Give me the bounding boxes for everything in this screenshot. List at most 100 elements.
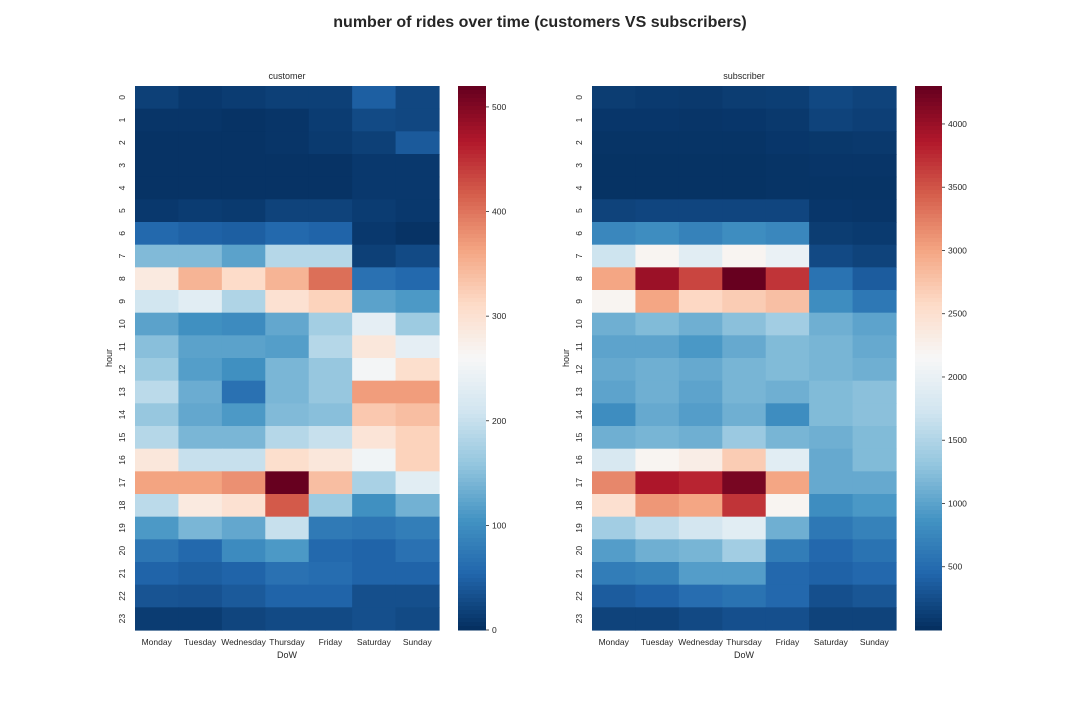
colorbar-segment [915, 522, 942, 527]
colorbar-segment [915, 394, 942, 399]
colorbar-segment [458, 110, 486, 115]
heatmap-cell [178, 539, 223, 563]
heatmap-cell [352, 539, 397, 563]
heatmap-cell [395, 358, 440, 382]
colorbar-segment [915, 318, 942, 323]
colorbar-segment [915, 402, 942, 407]
x-tick-label: Saturday [357, 637, 392, 647]
colorbar-tick-label: 300 [492, 311, 506, 321]
y-tick-label: 22 [117, 591, 127, 601]
heatmap-cell [809, 607, 854, 631]
y-tick-label: 21 [574, 568, 584, 578]
heatmap-cell [592, 312, 637, 336]
colorbar-segment [915, 494, 942, 499]
colorbar-segment [915, 610, 942, 615]
heatmap-cell [852, 244, 897, 268]
colorbar-segment [915, 414, 942, 419]
heatmap-cell [592, 607, 637, 631]
colorbar-segment [915, 458, 942, 463]
colorbar-tick-label: 4000 [948, 119, 967, 129]
colorbar-segment [458, 366, 486, 371]
heatmap-cell [308, 539, 353, 563]
colorbar-segment [458, 414, 486, 419]
heatmap-cell [592, 267, 637, 291]
heatmap-cell [308, 448, 353, 472]
heatmap-cell [308, 312, 353, 336]
colorbar-segment [915, 438, 942, 443]
heatmap-cell [178, 516, 223, 540]
colorbar-segment [458, 306, 486, 311]
colorbar-segment [915, 382, 942, 387]
heatmap-cell [852, 403, 897, 427]
colorbar-segment [458, 242, 486, 247]
colorbar-segment [915, 558, 942, 563]
heatmap-cell [308, 584, 353, 608]
heatmap-cell [352, 471, 397, 495]
heatmap-cell [592, 154, 637, 178]
colorbar-segment [458, 578, 486, 583]
colorbar-segment [915, 106, 942, 111]
heatmap-cell [395, 267, 440, 291]
colorbar-segment [915, 238, 942, 243]
colorbar-segment [915, 430, 942, 435]
heatmap-cell [308, 131, 353, 155]
colorbar-segment [458, 490, 486, 495]
heatmap-cell [592, 584, 637, 608]
heatmap-cell [221, 199, 266, 223]
colorbar-segment [915, 150, 942, 155]
heatmap-cell [765, 448, 810, 472]
colorbar-segment [458, 502, 486, 507]
colorbar-segment [458, 470, 486, 475]
colorbar-segment [915, 434, 942, 439]
heatmap-cell [852, 471, 897, 495]
colorbar-segment [458, 478, 486, 483]
colorbar-segment [915, 574, 942, 579]
heatmap-cell [135, 244, 180, 268]
heatmap-cell [265, 267, 310, 291]
colorbar-segment [915, 618, 942, 623]
colorbar-segment [915, 474, 942, 479]
colorbar-segment [458, 522, 486, 527]
colorbar-segment [915, 166, 942, 171]
heatmap-cell [809, 154, 854, 178]
y-tick-label: 14 [117, 410, 127, 420]
heatmap-cell [308, 494, 353, 518]
heatmap-cell [592, 86, 637, 110]
colorbar-segment [915, 366, 942, 371]
heatmap-cell [352, 154, 397, 178]
heatmap-cell [395, 607, 440, 631]
heatmap-cell [852, 607, 897, 631]
heatmap-cell [395, 335, 440, 359]
figure-title: number of rides over time (customers VS … [333, 14, 746, 31]
x-tick-label: Tuesday [184, 637, 217, 647]
heatmap-cell [852, 539, 897, 563]
colorbar-segment [458, 202, 486, 207]
heatmap-cell [135, 108, 180, 132]
heatmap-cell [809, 539, 854, 563]
colorbar-segment [915, 350, 942, 355]
heatmap-cell [395, 312, 440, 336]
colorbar-segment [915, 398, 942, 403]
x-tick-label: Saturday [814, 637, 849, 647]
heatmap-cell [809, 86, 854, 110]
heatmap-cell [221, 154, 266, 178]
heatmap-cell [135, 131, 180, 155]
heatmap-cell [765, 244, 810, 268]
heatmap-cell [135, 584, 180, 608]
y-tick-label: 19 [574, 523, 584, 533]
heatmap-cell [265, 516, 310, 540]
y-tick-label: 16 [117, 455, 127, 465]
heatmap-cell [221, 335, 266, 359]
heatmap-cell [678, 403, 723, 427]
heatmap-cell [265, 176, 310, 200]
colorbar-segment [915, 546, 942, 551]
heatmap-cell [678, 539, 723, 563]
colorbar-segment [915, 158, 942, 163]
colorbar-segment [458, 378, 486, 383]
y-tick-label: 9 [117, 299, 127, 304]
colorbar-segment [458, 154, 486, 159]
colorbar-segment [458, 614, 486, 619]
colorbar-tick-label: 3500 [948, 182, 967, 192]
heatmap-cell [765, 607, 810, 631]
heatmap-cell [809, 494, 854, 518]
